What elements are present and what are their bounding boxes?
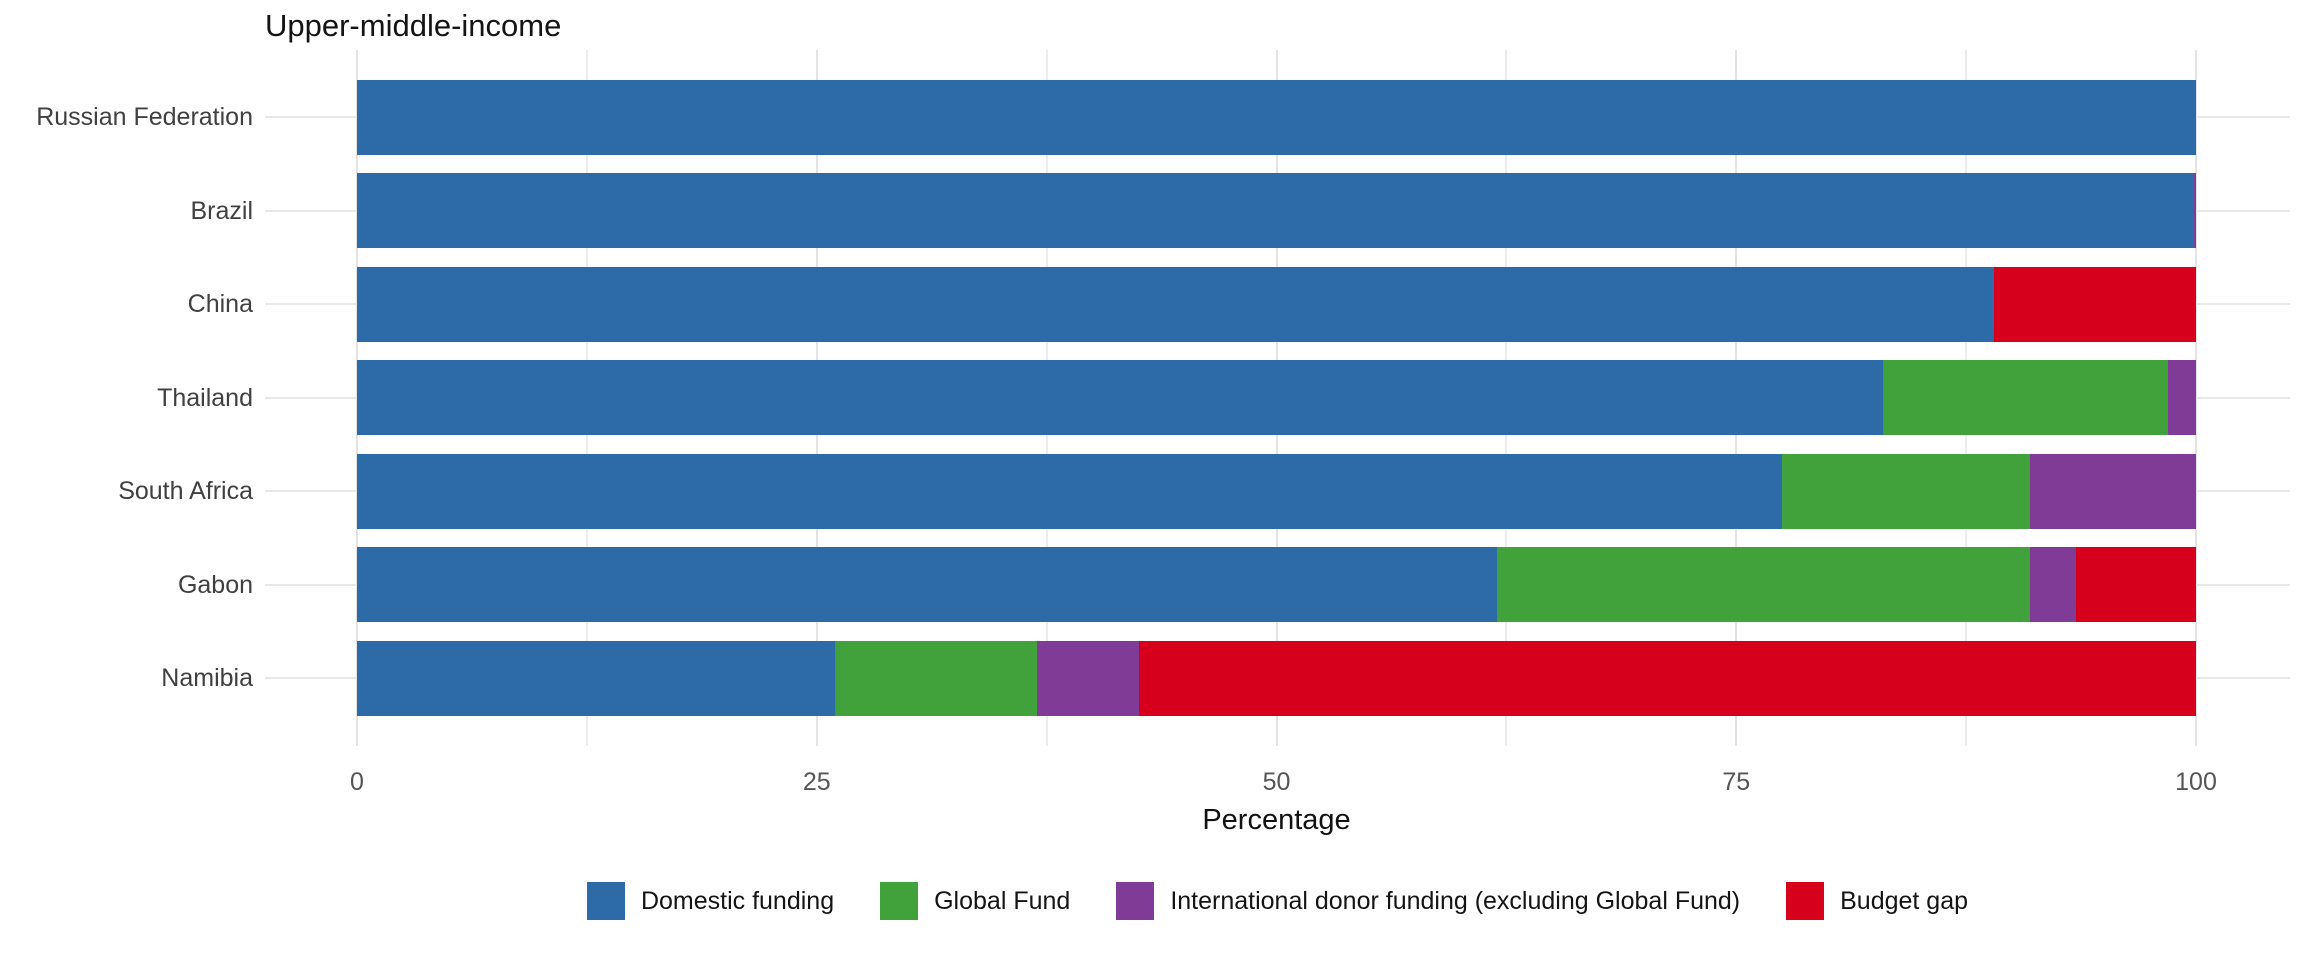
y-axis-label: Namibia <box>161 664 253 692</box>
legend-swatch-international-donor-funding-excluding-global-fund <box>1116 882 1155 920</box>
bar-segment-international-donor-funding-excluding-global-fund <box>1037 640 1139 716</box>
bar-segment-international-donor-funding-excluding-global-fund <box>2030 547 2077 622</box>
legend-swatch-global-fund <box>880 882 919 920</box>
bar-segment-global-fund <box>1883 360 2169 435</box>
legend-label: Budget gap <box>1840 886 1969 915</box>
bar-segment-global-fund <box>835 640 1038 716</box>
bar-row-china <box>357 266 2196 342</box>
legend-label: International donor funding (excluding G… <box>1170 886 1741 915</box>
bar-segment-global-fund <box>1782 453 2031 529</box>
x-axis-title: Percentage <box>1202 804 1351 836</box>
y-axis-label: Gabon <box>177 570 253 599</box>
bar-segment-domestic-funding <box>357 640 836 716</box>
bar-segment-budget-gap <box>1138 640 2196 716</box>
bar-segment-domestic-funding <box>357 266 1994 342</box>
plot-panel <box>265 50 2290 746</box>
legend-item-domestic-funding: Domestic funding <box>586 882 835 920</box>
bar-row-south-africa <box>357 453 2196 529</box>
x-tick-label: 100 <box>2175 768 2217 796</box>
legend-item-budget-gap: Budget gap <box>1786 882 1968 920</box>
legend-label: Global Fund <box>934 886 1071 915</box>
y-axis-label: China <box>187 290 253 318</box>
legend-label: Domestic funding <box>640 886 835 915</box>
y-axis-label: Russian Federation <box>36 103 253 131</box>
y-axis-label: South Africa <box>118 477 253 505</box>
chart-title: Upper-middle-income <box>265 8 562 43</box>
y-axis-label: Thailand <box>157 383 253 412</box>
legend-swatch-domestic-funding <box>586 882 625 920</box>
legend-item-global-fund: Global Fund <box>880 882 1070 920</box>
y-axis-label: Brazil <box>190 196 253 225</box>
bar-segment-international-donor-funding-excluding-global-fund <box>2168 360 2196 435</box>
x-tick-label: 25 <box>802 768 831 796</box>
bar-row-thailand <box>357 360 2196 435</box>
bar-row-gabon <box>357 547 2196 622</box>
bar-segment-domestic-funding <box>357 453 1783 529</box>
bar-row-namibia <box>357 640 2196 716</box>
bar-segment-budget-gap <box>1993 266 2196 342</box>
bar-segment-global-fund <box>1497 547 2031 622</box>
legend: Domestic funding Global Fund International… <box>265 882 2290 920</box>
bar-segment-domestic-funding <box>357 173 2195 248</box>
x-tick-label: 50 <box>1262 768 1291 796</box>
x-tick-label: 0 <box>350 768 364 796</box>
bar-segment-domestic-funding <box>357 547 1498 622</box>
bar-segment-budget-gap <box>2076 547 2196 622</box>
bar-row-russian-federation <box>357 79 2196 155</box>
x-tick-label: 75 <box>1722 768 1751 796</box>
bar-segment-international-donor-funding-excluding-global-fund <box>2194 173 2196 248</box>
bar-segment-domestic-funding <box>357 79 2196 155</box>
legend-swatch-budget-gap <box>1786 882 1825 920</box>
bar-segment-international-donor-funding-excluding-global-fund <box>2030 453 2196 529</box>
legend-item-international-donor-funding-excluding-global-fund: International donor funding (excluding G… <box>1116 882 1740 920</box>
bar-row-brazil <box>357 173 2196 248</box>
bar-segment-domestic-funding <box>357 360 1884 435</box>
